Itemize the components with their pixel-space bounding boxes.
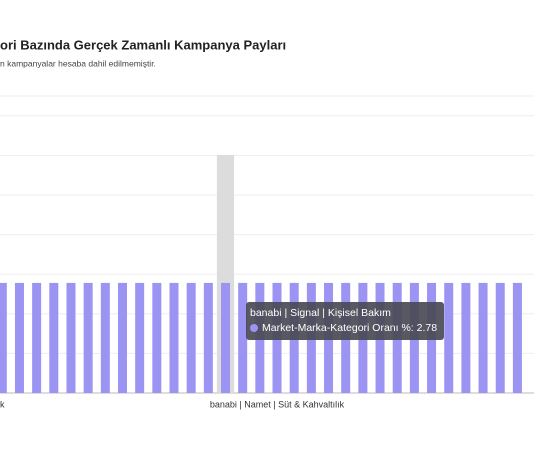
- tooltip-value: Market-Marka-Kategori Oranı %: 2.78: [262, 322, 437, 334]
- bar: [100, 282, 110, 393]
- x-tick-label: k: [0, 399, 5, 409]
- bar: [238, 282, 248, 393]
- bar: [14, 282, 24, 393]
- bar: [66, 282, 76, 393]
- x-tick-label: banabi | Namet | Süt & Kahvaltılık: [210, 399, 345, 409]
- bar: [221, 282, 231, 393]
- tooltip-title: banabi | Signal | Kişisel Bakım: [250, 307, 391, 319]
- chart-title: ori Bazında Gerçek Zamanlı Kampanya Payl…: [0, 37, 286, 52]
- tooltip: banabi | Signal | Kişisel Bakım Market-Ma…: [246, 302, 444, 340]
- tooltip-marker: [250, 324, 258, 332]
- bar: [152, 282, 162, 393]
- bar: [444, 282, 454, 393]
- tooltip-box: [246, 302, 444, 340]
- bar: [495, 282, 505, 393]
- bar: [478, 282, 488, 393]
- chart-subtitle: n kampanyalar hesaba dahil edilmemiştir.: [0, 58, 156, 68]
- bar: [169, 282, 179, 393]
- tooltip-series: Market-Marka-Kategori Oranı %: [262, 322, 411, 334]
- bar: [32, 282, 42, 393]
- bar: [49, 282, 59, 393]
- bar: [461, 282, 471, 393]
- bar: [117, 282, 127, 393]
- bar: [0, 282, 7, 393]
- bar: [83, 282, 93, 393]
- bar: [135, 282, 145, 393]
- bar: [186, 282, 196, 393]
- bar: [203, 282, 213, 393]
- bar: [512, 282, 522, 393]
- tooltip-number: 2.78: [417, 322, 438, 334]
